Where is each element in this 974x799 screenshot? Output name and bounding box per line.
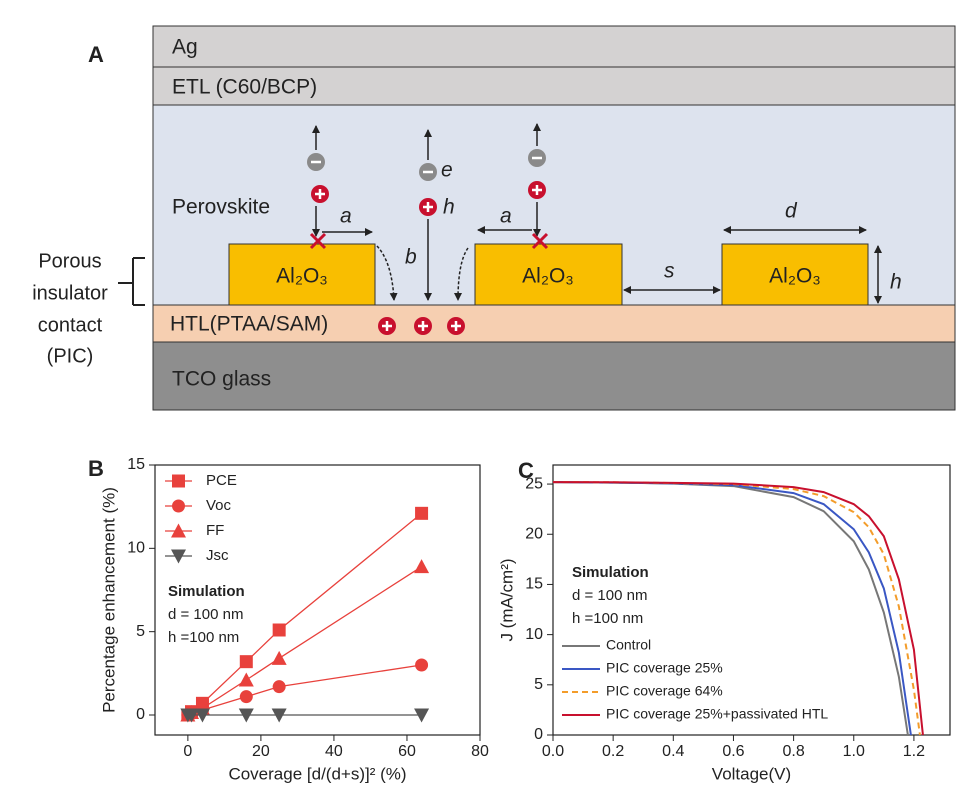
x-tick-label: 0 — [183, 743, 192, 760]
y-tick-label: 10 — [127, 540, 145, 557]
marker — [239, 655, 253, 669]
layer-label: TCO glass — [172, 368, 271, 391]
symbol: e — [441, 159, 453, 182]
block-label: Al₂O₃ — [522, 265, 574, 288]
marker — [415, 658, 429, 672]
annotation: d = 100 nm — [168, 606, 243, 623]
panel-label: B — [88, 456, 104, 481]
y-tick-label: 25 — [525, 475, 543, 492]
side-label: insulator — [32, 282, 108, 304]
legend-label: Control — [606, 637, 651, 653]
x-tick-label: 20 — [252, 743, 270, 760]
legend-label: PCE — [206, 472, 237, 489]
symbol: s — [664, 260, 675, 283]
symbol: d — [785, 200, 798, 223]
symbol: b — [405, 246, 417, 269]
layer-etl — [152, 66, 956, 106]
panel-label: C — [518, 458, 534, 483]
x-tick-label: 80 — [471, 743, 489, 760]
layer-tco — [152, 341, 956, 411]
annotation: Simulation — [572, 564, 649, 581]
y-tick-label: 0 — [534, 726, 543, 743]
annotation: h =100 nm — [572, 610, 643, 627]
y-axis-label: Percentage enhancement (%) — [99, 487, 118, 713]
panel-label: A — [88, 42, 104, 67]
y-tick-label: 15 — [525, 576, 543, 593]
marker — [414, 708, 430, 723]
x-tick-label: 40 — [325, 743, 343, 760]
marker — [271, 650, 287, 665]
series-line — [187, 664, 422, 716]
layer-label: Perovskite — [172, 196, 270, 219]
annotation: Simulation — [168, 583, 245, 600]
block-label: Al₂O₃ — [769, 265, 821, 288]
plot-frame — [154, 464, 481, 736]
block-label: Al₂O₃ — [276, 265, 328, 288]
side-label: (PIC) — [47, 345, 94, 367]
layer-label: ETL (C60/BCP) — [172, 76, 317, 99]
x-tick-label: 1.2 — [903, 743, 925, 760]
side-label: contact — [38, 314, 103, 336]
symbol: a — [340, 205, 352, 228]
x-tick-label: 1.0 — [843, 743, 865, 760]
legend-label: PIC coverage 64% — [606, 683, 723, 699]
arrows — [312, 123, 882, 304]
marker — [238, 708, 254, 723]
side-label: Porous — [38, 250, 101, 272]
annotation: h =100 nm — [168, 629, 239, 646]
layer-ag — [152, 25, 956, 68]
marker — [194, 708, 210, 723]
y-axis-label: J (mA/cm²) — [497, 558, 516, 641]
marker — [272, 680, 286, 694]
y-tick-label: 20 — [525, 525, 543, 542]
x-tick-label: 0.4 — [662, 743, 684, 760]
marker — [414, 559, 430, 574]
x-axis-label: Voltage(V) — [712, 764, 791, 783]
layer-label: HTL(PTAA/SAM) — [170, 313, 328, 336]
marker — [184, 708, 200, 723]
x-axis-label: Coverage [d/(d+s)]² (%) — [228, 764, 406, 783]
marker — [272, 623, 286, 637]
al2o3-block — [721, 243, 869, 306]
marker — [171, 549, 186, 564]
annotation: d = 100 nm — [572, 587, 647, 604]
panel-a: A Ag ETL (C60/BCP) Perovskite HTL(PTAA/S… — [32, 25, 956, 411]
y-tick-label: 15 — [127, 456, 145, 473]
x-tick-label: 0.2 — [602, 743, 624, 760]
marker — [238, 672, 254, 687]
marker — [171, 523, 186, 538]
marker — [239, 690, 253, 704]
charges — [307, 149, 546, 335]
layer-label: Ag — [172, 36, 198, 59]
marker — [271, 708, 287, 723]
legend-label: PIC coverage 25% — [606, 660, 723, 676]
blocked-marks — [309, 232, 549, 250]
x-tick-label: 0.8 — [782, 743, 804, 760]
x-tick-label: 60 — [398, 743, 416, 760]
symbol: a — [500, 205, 512, 228]
plot-frame — [552, 464, 951, 736]
symbol: h — [443, 196, 455, 219]
legend-label: FF — [206, 522, 224, 539]
y-tick-label: 5 — [534, 676, 543, 693]
y-tick-label: 5 — [136, 623, 145, 640]
al2o3-block — [474, 243, 623, 306]
al2o3-block — [228, 243, 376, 306]
legend-label: PIC coverage 25%+passivated HTL — [606, 706, 828, 722]
x-tick-label: 0.0 — [542, 743, 564, 760]
marker — [172, 499, 185, 513]
marker — [172, 474, 185, 488]
y-tick-label: 0 — [136, 706, 145, 723]
legend-label: Voc — [206, 497, 232, 514]
y-tick-label: 10 — [525, 626, 543, 643]
bracket — [118, 257, 145, 306]
symbol: h — [890, 271, 902, 294]
series-line — [552, 481, 924, 736]
marker — [415, 506, 429, 520]
legend-label: Jsc — [206, 547, 229, 564]
x-tick-label: 0.6 — [722, 743, 744, 760]
